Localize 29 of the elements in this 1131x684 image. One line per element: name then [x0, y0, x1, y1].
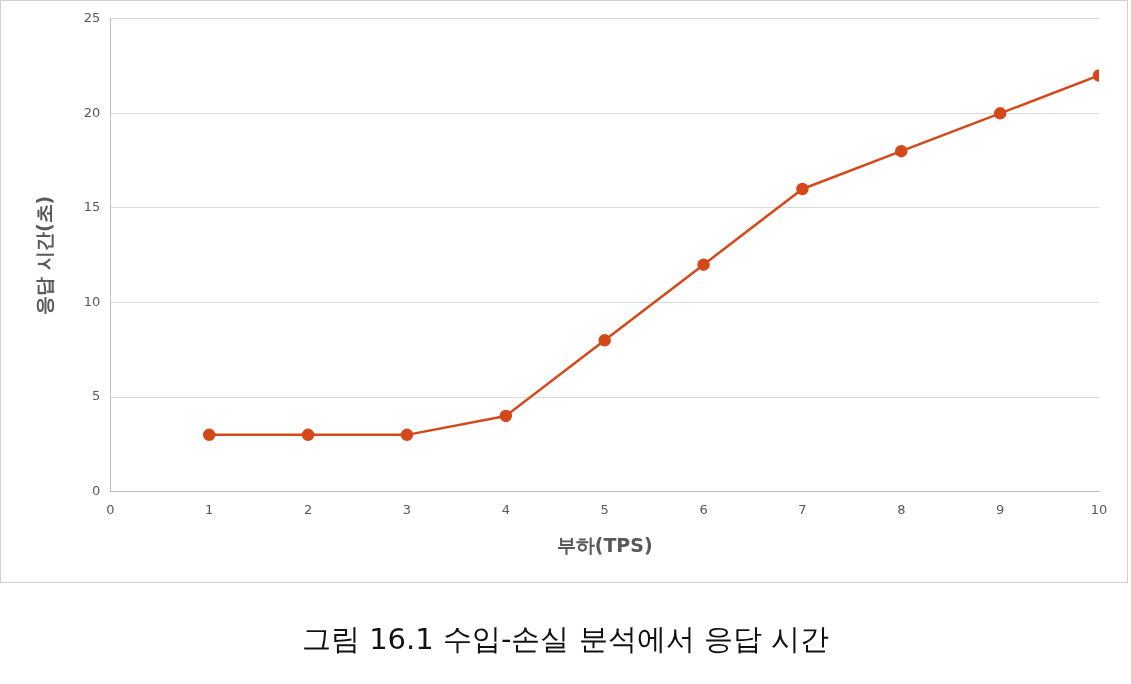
x-tick-label: 10: [1090, 501, 1108, 517]
x-tick-label: 9: [995, 501, 1005, 517]
y-tick-label: 10: [83, 293, 101, 309]
y-tick-label: 0: [92, 482, 101, 498]
x-tick-label: 7: [798, 501, 807, 517]
x-tick-label: 8: [897, 501, 906, 517]
x-tick-label: 0: [106, 501, 115, 517]
point: [202, 428, 216, 442]
point: [598, 334, 611, 347]
x-axis-title: 부하(TPS): [556, 533, 653, 556]
point: [400, 428, 414, 442]
point: [301, 428, 315, 442]
point: [499, 409, 513, 423]
y-axis-title: 응답 시간(초): [33, 195, 56, 315]
x-tick-label: 6: [699, 501, 708, 517]
caption: 그림 16.1 수입-손실 분석에서 응답 시간: [300, 621, 831, 658]
point: [993, 107, 1007, 120]
point: [796, 182, 809, 196]
point: [697, 258, 710, 271]
x-tick-label: 4: [501, 501, 510, 517]
point: [895, 144, 908, 158]
x-tick-label: 2: [303, 501, 313, 517]
y-tick-label: 15: [83, 199, 101, 215]
x-tick-label: 3: [402, 501, 412, 517]
y-tick-label: 25: [83, 10, 101, 26]
x-tick-label: 1: [205, 501, 214, 517]
y-tick-label: 20: [83, 104, 101, 120]
y-tick-label: 5: [92, 388, 101, 404]
x-tick-label: 5: [600, 501, 609, 517]
